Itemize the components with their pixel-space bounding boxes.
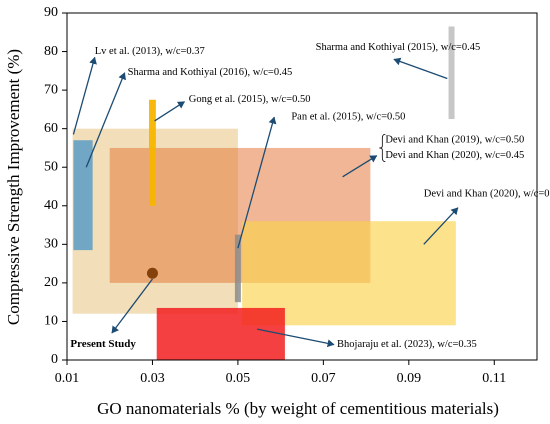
annotation-labels: Lv et al. (2013), w/c=0.37 Sharma and Kot… [70,42,550,350]
annotation-label-4: Pan et al. (2015), w/c=0.50 [291,112,405,123]
annotation-arrow-1 [85,72,126,168]
data-regions [72,26,456,360]
annotation-label-8: Bhojaraju et al. (2023), w/c=0.35 [337,339,477,350]
region-lv-2013 [73,140,93,251]
present-study-label: Present Study [70,338,136,350]
region-devi-khan-2020b [242,221,456,326]
y-tick-label: 50 [44,159,58,174]
plot-frame [66,12,538,361]
x-tick-label: 0.07 [311,371,336,386]
annotation-label-6: Devi and Khan (2020), w/c=0.45 [385,150,524,161]
region-bhojaraju-2023 [156,307,285,360]
y-axis-ticks: 0 10 20 30 40 50 60 70 80 90 [44,5,67,367]
x-tick-label: 0.03 [140,371,165,386]
annotation-arrow-7 [423,207,459,245]
x-tick-label: 0.01 [55,371,80,386]
annotation-label-3: Sharma and Kothiyal (2015), w/c=0.45 [316,42,481,53]
present-study-point [146,267,158,279]
y-tick-label: 20 [44,275,58,290]
annotation-arrow-0 [72,56,97,135]
y-tick-label: 60 [44,121,58,136]
x-tick-label: 0.09 [397,371,422,386]
y-tick-label: 40 [44,198,58,213]
annotation-arrow-3 [393,57,448,80]
region-pan-2015 [234,234,241,303]
annotation-arrow-8 [257,328,335,348]
annotation-label-1: Sharma and Kothiyal (2016), w/c=0.45 [128,67,293,78]
annotation-arrow-2 [154,101,185,122]
x-tick-label: 0.05 [226,371,251,386]
x-axis-title: GO nanomaterials % (by weight of cementi… [97,399,499,418]
present-study-arrow [111,278,153,334]
x-tick-label: 0.11 [482,371,506,386]
annotation-arrow-5 [342,155,378,178]
y-axis-title: Compressive Strength Improvement (%) [4,49,23,325]
point-layer [146,267,158,279]
region-gong-2015 [149,99,156,206]
y-tick-label: 0 [51,352,58,367]
annotation-label-0: Lv et al. (2013), w/c=0.37 [95,46,205,57]
annotation-label-5: Devi and Khan (2019), w/c=0.50 [385,135,524,146]
y-tick-label: 90 [44,5,58,20]
region-sharma-2015 [448,26,455,120]
annotation-label-2: Gong et al. (2015), w/c=0.50 [189,94,311,105]
annotation-arrow-4 [237,116,277,249]
y-tick-label: 30 [44,237,58,252]
y-tick-label: 70 [44,82,58,97]
annotation-arrows [72,56,459,348]
y-tick-label: 80 [44,44,58,59]
y-tick-label: 10 [44,314,58,329]
annotation-label-7: Devi and Khan (2020), w/c=0.50 [424,189,550,200]
x-axis-ticks: 0.01 0.03 0.05 0.07 0.09 0.11 [55,360,506,386]
